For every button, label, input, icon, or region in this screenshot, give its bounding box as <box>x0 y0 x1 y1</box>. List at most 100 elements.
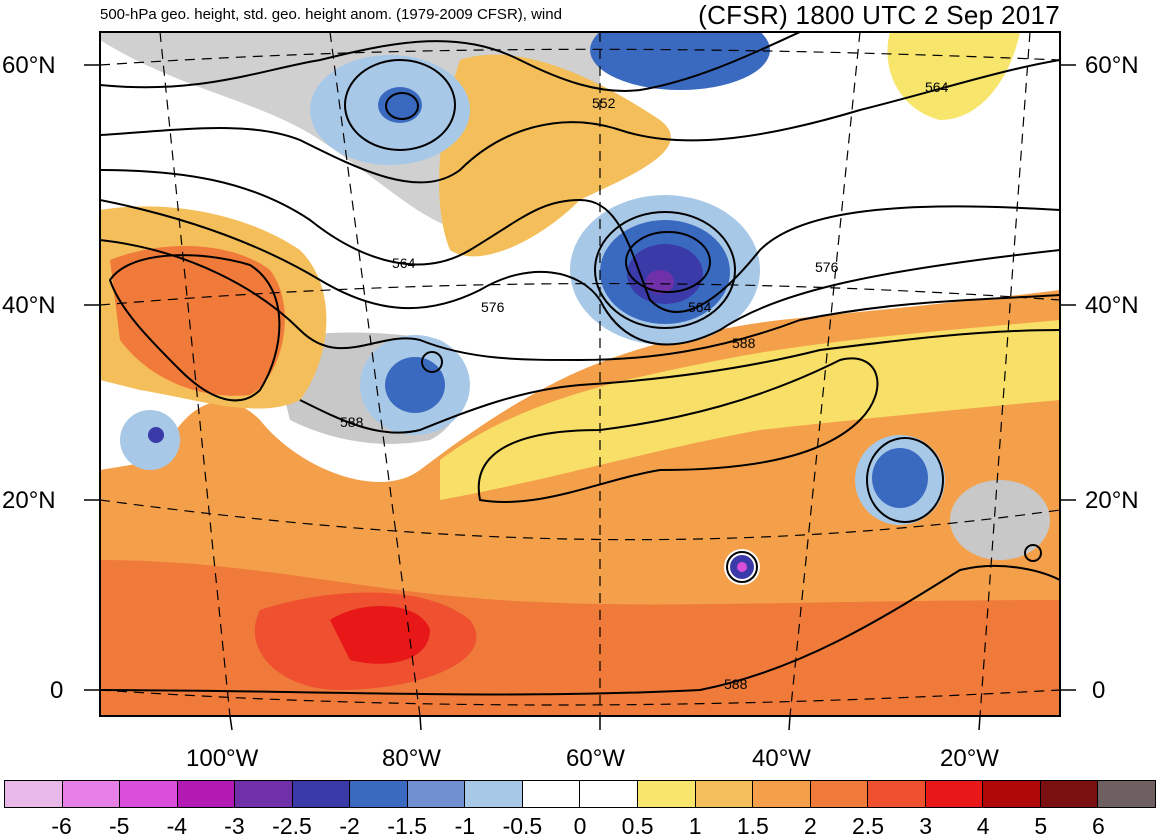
latitude-line <box>100 282 1060 306</box>
lon-label-20w: 20°W <box>940 745 999 772</box>
colorbar-swatch <box>407 781 466 807</box>
anomaly-field-warm-ridge <box>439 54 671 257</box>
map-title-right: (CFSR) 1800 UTC 2 Sep 2017 <box>698 0 1060 30</box>
colorbar-swatch <box>810 781 869 807</box>
height-contour <box>421 351 443 373</box>
contour-label: 576 <box>481 299 505 315</box>
map-frame <box>99 31 1061 717</box>
tick <box>978 715 981 731</box>
latitude-line <box>100 499 1060 541</box>
colorbar-tick-label: 5 <box>1034 813 1048 839</box>
contour-label: 576 <box>815 259 839 275</box>
height-contour <box>726 551 758 583</box>
longitude-line <box>329 32 421 716</box>
colorbar-tick-label: -3 <box>224 813 245 839</box>
height-contour <box>100 169 1060 313</box>
cold-anomaly-pacific-core <box>148 427 164 443</box>
tick <box>229 715 233 731</box>
lon-label-100w: 100°W <box>186 745 259 772</box>
colorbar-tick-label: -6 <box>51 813 72 839</box>
colorbar-tick-label: -5 <box>108 813 130 839</box>
colorbar-swatch <box>580 781 639 807</box>
colorbar-swatch <box>235 781 293 807</box>
colorbar-swatch <box>522 781 581 807</box>
lat-label-left-60: 60°N <box>2 52 56 79</box>
axis-ticks <box>84 64 1076 731</box>
cold-anomaly-hurricane-eye <box>737 562 747 572</box>
cold-anomaly-se-us-core <box>385 357 445 413</box>
colorbar-tick-label: 0.5 <box>621 813 654 839</box>
contour-label: 588 <box>340 414 364 430</box>
weather-map: 552 564 564 564 576 576 588 588 588 <box>84 31 1076 731</box>
lat-label-right-40: 40°N <box>1085 292 1139 319</box>
contour-label: 552 <box>592 95 616 111</box>
contour-label: 564 <box>925 79 949 95</box>
colorbar-swatch <box>5 781 63 807</box>
colorbar-swatch <box>753 781 811 807</box>
colorbar-swatch <box>868 781 926 807</box>
colorbar-swatch <box>292 781 351 807</box>
colorbar-tick-label: -1 <box>454 813 476 839</box>
height-contour <box>100 199 1060 346</box>
colorbar-swatch <box>983 781 1041 807</box>
colorbar-tick-label: -2 <box>339 813 360 839</box>
colorbar-swatch <box>925 781 984 807</box>
lat-label-left-40: 40°N <box>2 292 56 319</box>
colorbar-swatch <box>62 781 121 807</box>
tick <box>419 715 422 731</box>
colorbar-swatch <box>638 781 696 807</box>
anomaly-field-yellow-band <box>440 320 1060 500</box>
height-contour <box>100 239 1060 362</box>
longitude-line <box>159 32 231 716</box>
anomaly-field-redspot <box>330 606 430 664</box>
height-contour <box>299 329 1060 434</box>
contour-label: 564 <box>688 299 712 315</box>
height-contour <box>100 32 801 92</box>
colorbar-tick-label: 2.5 <box>852 813 884 839</box>
contour-label: 588 <box>724 676 748 692</box>
colorbar-tick-label: -2.5 <box>272 813 312 839</box>
colorbar-tick-label: 1.5 <box>736 813 769 839</box>
colorbar-swatch <box>695 781 754 807</box>
colorbar-swatch <box>1098 781 1155 807</box>
cold-anomaly-greenland <box>590 32 770 90</box>
colorbar-swatch <box>1040 781 1099 807</box>
tick <box>788 715 791 731</box>
colorbar-tick-label: 0 <box>573 813 587 839</box>
gray-patch-africa <box>950 480 1050 560</box>
height-contour <box>385 92 419 120</box>
lon-label-40w: 40°W <box>752 745 811 772</box>
height-contour <box>344 59 456 151</box>
colorbar-tick-label: -0.5 <box>502 813 543 839</box>
height-contour <box>477 357 879 504</box>
height-contour <box>625 231 711 293</box>
colorbar-tick-label: 4 <box>976 813 990 839</box>
height-contour <box>594 211 736 329</box>
contour-label: 564 <box>392 255 416 271</box>
anomaly-field-warm-west-core <box>110 246 285 396</box>
graticule <box>100 32 1060 716</box>
contour-label: 588 <box>732 335 756 351</box>
longitude-line <box>789 32 861 716</box>
colorbar-swatch <box>350 781 408 807</box>
colorbar-tick-label: 2 <box>803 813 817 839</box>
lat-label-right-60: 60°N <box>1085 52 1139 79</box>
contour-labels: 552 564 564 564 576 576 588 588 588 <box>340 79 949 692</box>
height-contour <box>108 254 281 402</box>
cold-anomaly-atlantic-peak <box>646 270 674 294</box>
height-contour <box>1024 544 1042 562</box>
colorbar-tick-label: -1.5 <box>387 813 428 839</box>
height-contour <box>866 437 944 523</box>
colorbar <box>4 780 1156 808</box>
lat-label-right-20: 20°N <box>1085 487 1139 514</box>
colorbar-tick-label: 3 <box>919 813 932 839</box>
lat-label-right-0: 0 <box>1092 677 1106 704</box>
height-contours <box>100 32 1060 696</box>
latitude-line <box>100 689 1060 706</box>
height-contour <box>100 564 1060 696</box>
colorbar-tick-label: 6 <box>1091 813 1105 839</box>
map-title-left: 500-hPa geo. height, std. geo. height an… <box>100 6 562 23</box>
lat-label-left-0: 0 <box>50 677 64 704</box>
colorbar-tick-label: 1 <box>688 813 702 839</box>
lon-label-60w: 60°W <box>566 745 625 772</box>
